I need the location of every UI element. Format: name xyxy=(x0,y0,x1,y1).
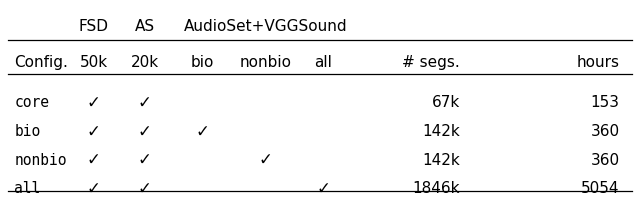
Text: core: core xyxy=(14,95,49,110)
Text: 67k: 67k xyxy=(432,95,460,110)
Text: 142k: 142k xyxy=(422,153,460,168)
Text: ✓: ✓ xyxy=(87,180,100,198)
Text: all: all xyxy=(314,55,332,70)
Text: AS: AS xyxy=(134,19,155,34)
Text: ✓: ✓ xyxy=(138,94,152,112)
Text: FSD: FSD xyxy=(79,19,109,34)
Text: # segs.: # segs. xyxy=(403,55,460,70)
Text: Config.: Config. xyxy=(14,55,68,70)
Text: ✓: ✓ xyxy=(316,180,330,198)
Text: ✓: ✓ xyxy=(87,94,100,112)
Text: all: all xyxy=(14,181,40,196)
Text: 142k: 142k xyxy=(422,124,460,139)
Text: 360: 360 xyxy=(590,124,620,139)
Text: nonbio: nonbio xyxy=(240,55,292,70)
Text: 1846k: 1846k xyxy=(413,181,460,196)
Text: hours: hours xyxy=(577,55,620,70)
Text: ✓: ✓ xyxy=(87,122,100,140)
Text: nonbio: nonbio xyxy=(14,153,67,168)
Text: ✓: ✓ xyxy=(138,122,152,140)
Text: AudioSet+VGGSound: AudioSet+VGGSound xyxy=(184,19,348,34)
Text: bio: bio xyxy=(191,55,214,70)
Text: 153: 153 xyxy=(591,95,620,110)
Text: bio: bio xyxy=(14,124,40,139)
Text: 50k: 50k xyxy=(80,55,108,70)
Text: 360: 360 xyxy=(590,153,620,168)
Text: ✓: ✓ xyxy=(138,180,152,198)
Text: ✓: ✓ xyxy=(87,151,100,169)
Text: ✓: ✓ xyxy=(259,151,273,169)
Text: 20k: 20k xyxy=(131,55,159,70)
Text: ✓: ✓ xyxy=(138,151,152,169)
Text: 5054: 5054 xyxy=(581,181,620,196)
Text: ✓: ✓ xyxy=(195,122,209,140)
